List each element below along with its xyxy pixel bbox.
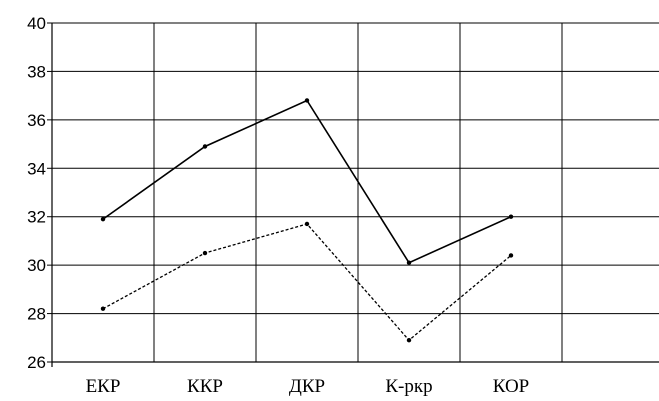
data-point: [100, 216, 106, 222]
data-point: [100, 306, 106, 311]
data-point: [202, 250, 208, 256]
y-tick-label: 38: [27, 62, 46, 81]
y-tick-label: 40: [27, 14, 46, 33]
y-tick-label: 32: [27, 208, 46, 227]
x-tick-label: ЕКР: [86, 376, 121, 397]
x-tick-label: КОР: [493, 376, 530, 397]
vertical-gridlines: [153, 23, 563, 362]
y-tick-label: 30: [27, 256, 46, 275]
series-line-1: [102, 99, 512, 264]
data-point: [406, 260, 412, 265]
data-point: [304, 221, 310, 227]
x-tick-labels: ЕКР ККР ДКР К-ркр КОР: [86, 376, 530, 397]
y-tick-label: 26: [27, 353, 46, 372]
horizontal-gridlines: [47, 22, 659, 363]
data-point: [508, 253, 514, 258]
x-tick-label: К-ркр: [385, 376, 432, 397]
data-point: [202, 144, 208, 149]
y-tick-label: 36: [27, 111, 46, 130]
data-point: [406, 338, 412, 343]
data-point: [508, 214, 514, 219]
y-tick-labels: 26 28 30 32 34 36 38 40: [27, 14, 46, 372]
data-point: [304, 98, 310, 103]
y-tick-label: 34: [27, 159, 46, 178]
y-tick-label: 28: [27, 305, 46, 324]
series-lines: [100, 98, 514, 343]
x-tick-label: ККР: [187, 376, 223, 397]
series-line-2: [102, 223, 512, 342]
x-tick-label: ДКР: [289, 376, 325, 397]
